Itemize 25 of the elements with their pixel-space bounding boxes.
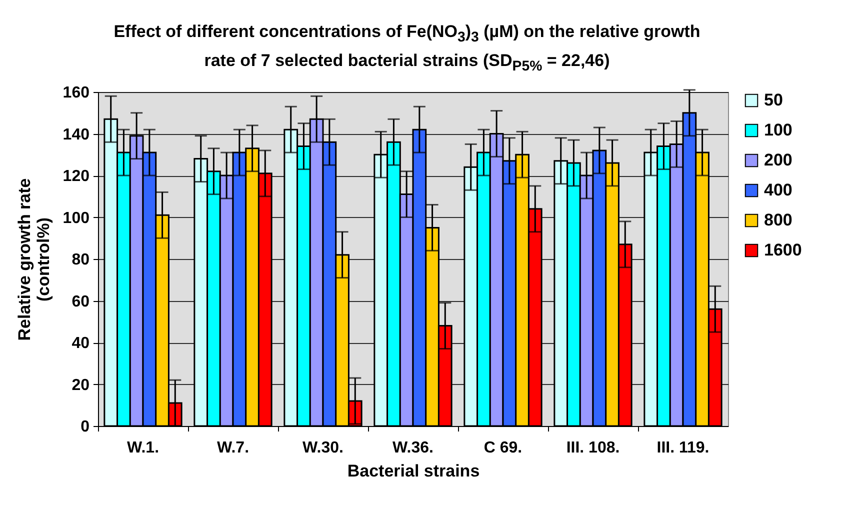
chart-title: Effect of different concentrations of Fe(NO$_{3}$)$_{3}$ (µM) on the relative growth rate of 7 selected bacterial strains (SD$_{P5%}$ = 22,46) <box>112 21 702 77</box>
y-tick-label: 40 <box>72 334 90 352</box>
x-tick-label: W.30. <box>302 439 344 456</box>
y-axis-title: Relative growth rate (control%) <box>14 178 53 341</box>
legend-label: 400 <box>764 180 792 200</box>
y-tick-label: 60 <box>72 293 90 310</box>
y-tick-label: 100 <box>62 210 90 227</box>
y-tick-label: 140 <box>62 126 90 144</box>
x-tick-label: III. 119. <box>656 439 710 456</box>
x-tick-label: W.36. <box>392 439 434 456</box>
x-tick-label: C 69. <box>484 439 522 456</box>
x-tick-label: III. 108. <box>566 439 620 456</box>
x-axis-title: Bacterial strains <box>347 461 480 480</box>
y-tick-label: 80 <box>72 251 90 268</box>
legend-label: 200 <box>764 150 792 170</box>
y-tick-label: 20 <box>72 376 90 394</box>
x-tick-label: W.1. <box>126 439 160 456</box>
legend-label: 50 <box>764 90 783 110</box>
legend-label: 1600 <box>764 240 802 260</box>
y-tick-label: 160 <box>62 84 90 102</box>
legend-label: 800 <box>764 210 792 230</box>
x-tick-label: W.7. <box>216 439 250 456</box>
y-tick-label: 120 <box>62 168 90 185</box>
legend-label: 100 <box>764 120 792 140</box>
y-tick-label: 0 <box>80 418 90 436</box>
